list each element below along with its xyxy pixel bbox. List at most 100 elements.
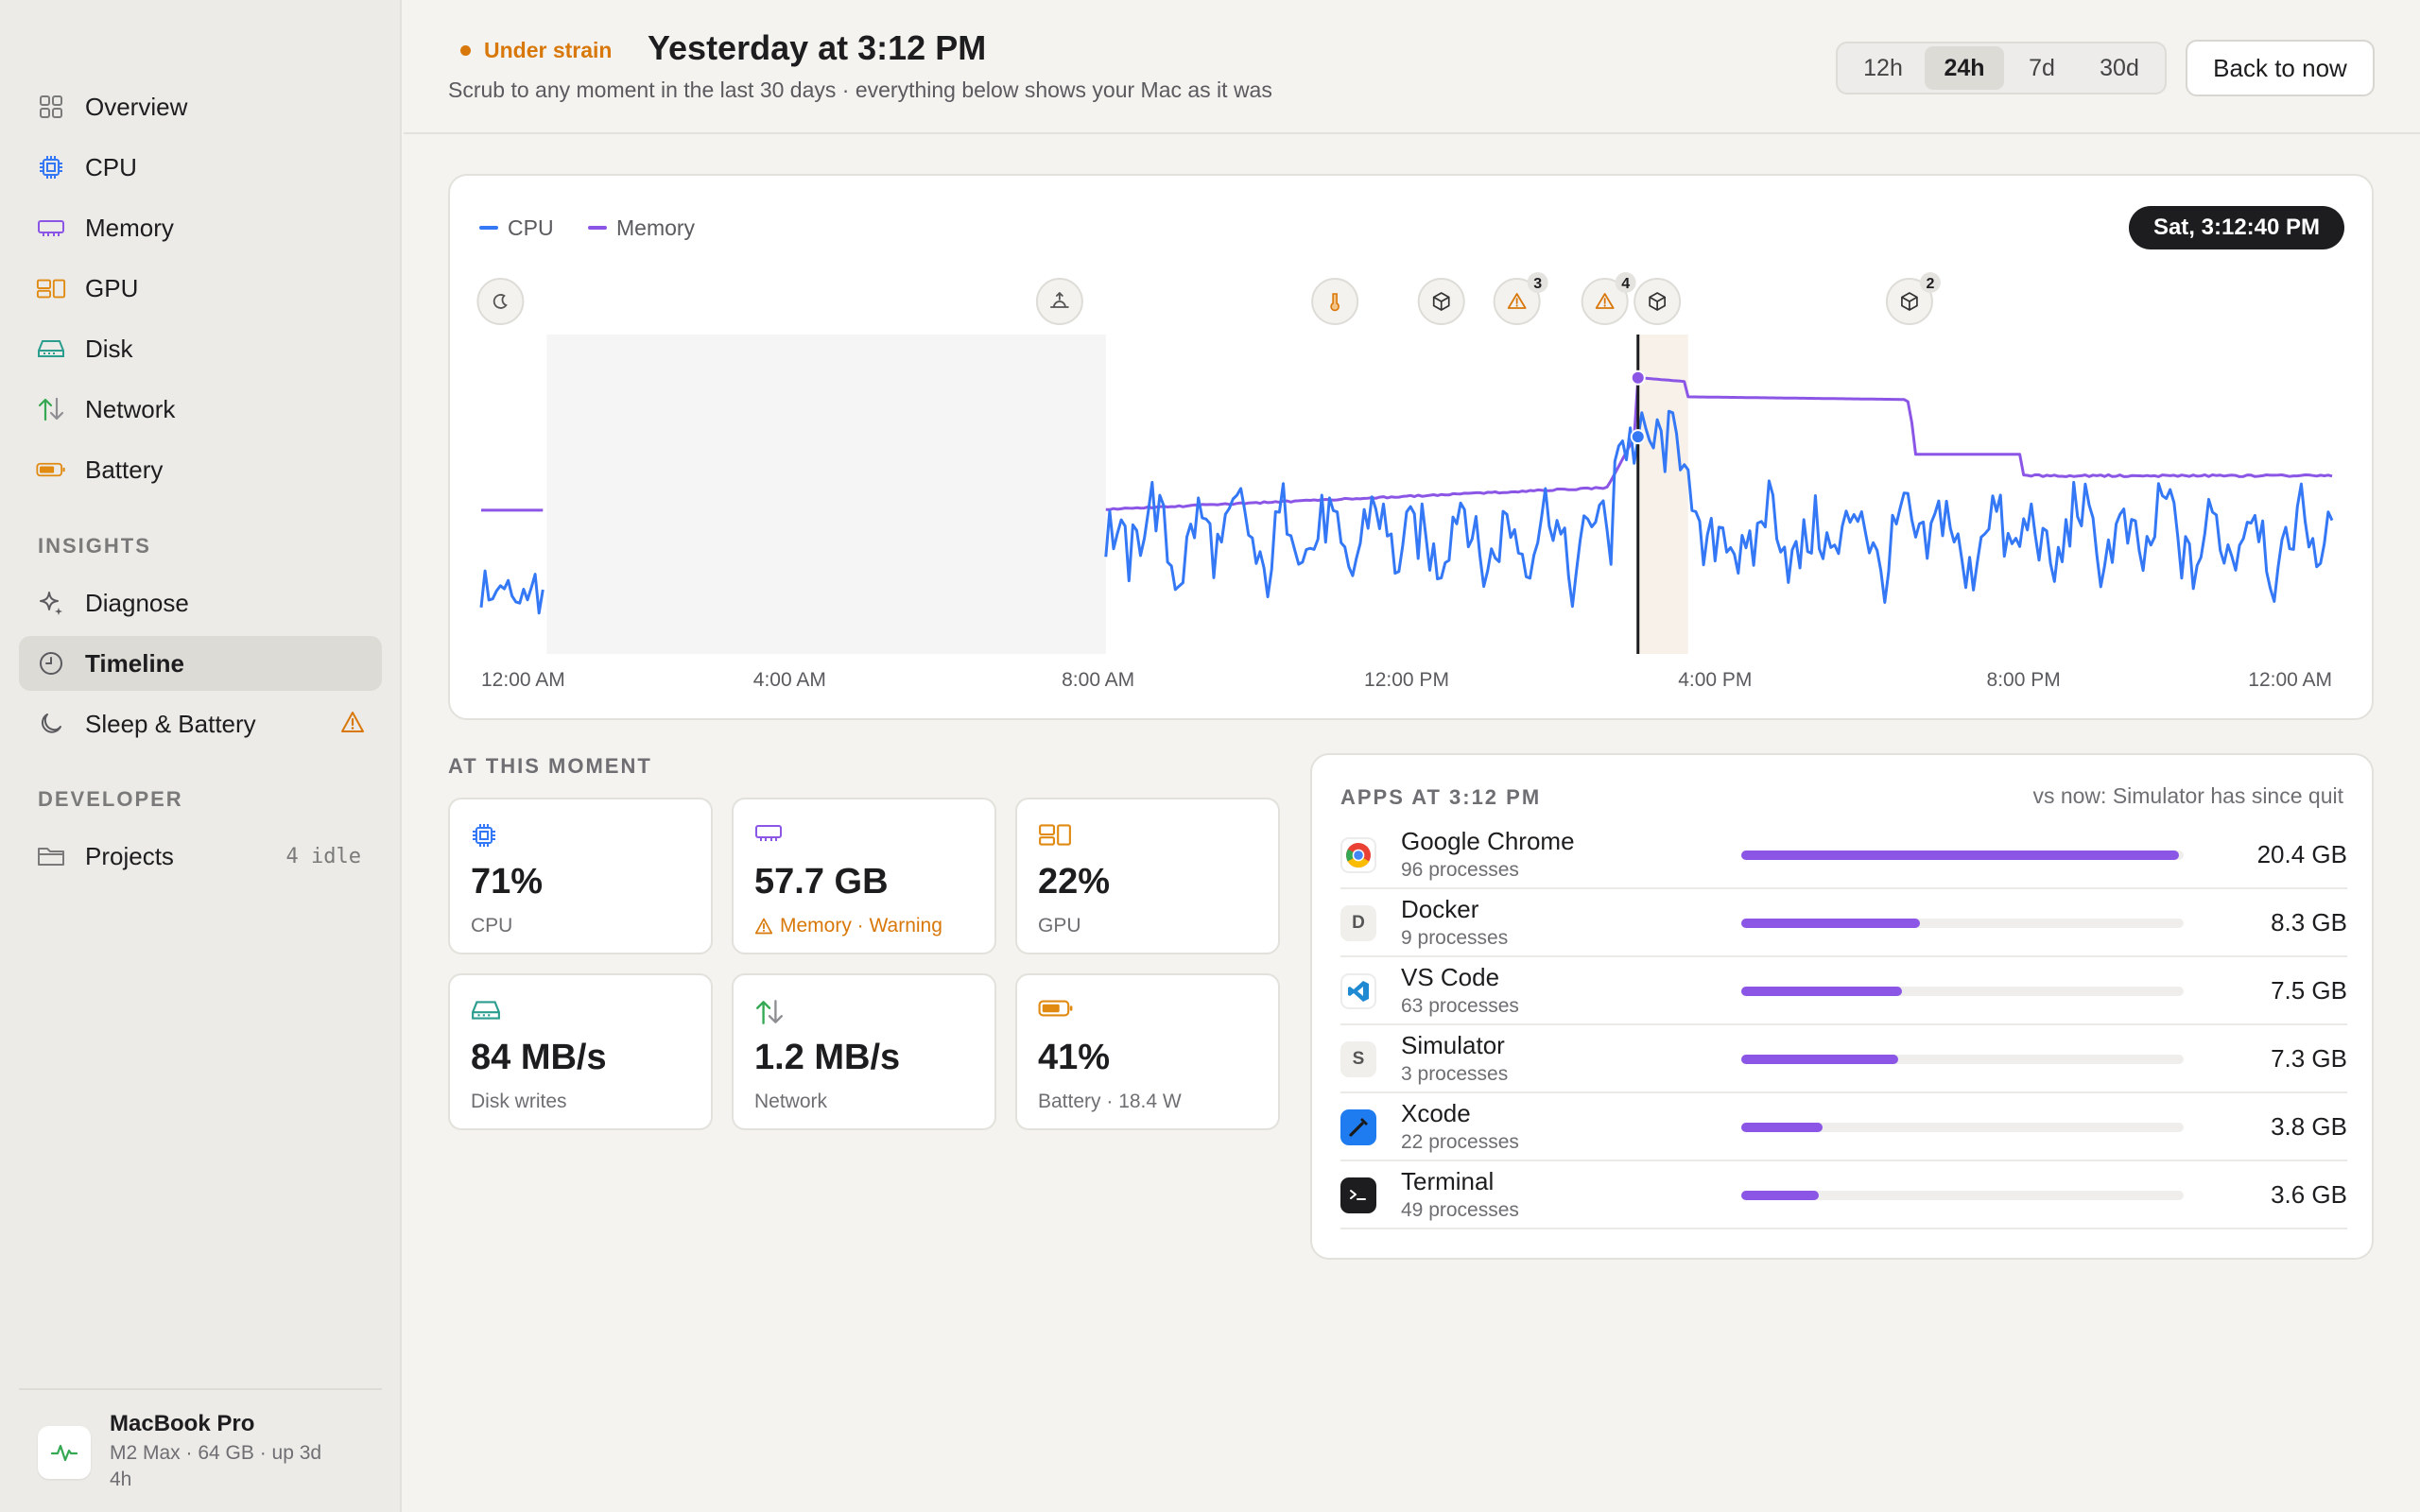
- timeline-chart-canvas[interactable]: CPU Memory 12:00 AM 4:00 AM 8:00 AM 12:00 PM 4…: [450, 176, 2376, 722]
- apps-heading: APPS AT 3:12 PM: [1340, 785, 1542, 809]
- sidebar-item-label: Timeline: [85, 648, 185, 678]
- wake-sunrise-event-marker[interactable]: [1035, 278, 1083, 325]
- projects-idle-count: 4 idle: [285, 844, 361, 868]
- app-row-terminal[interactable]: Terminal 49 processes 3.6 GB: [1340, 1161, 2347, 1229]
- warning-event-marker[interactable]: 4: [1581, 272, 1636, 325]
- app-memory-bar: [1741, 1123, 2184, 1132]
- metric-card-gpu[interactable]: 22% GPU: [1015, 798, 1280, 954]
- app-name: Simulator: [1401, 1031, 1505, 1059]
- x-axis-tick-label: 4:00 PM: [1678, 669, 1752, 691]
- vscode-icon: [1340, 973, 1376, 1009]
- sidebar-item-label: Diagnose: [85, 588, 189, 617]
- range-7d[interactable]: 7d: [2029, 54, 2055, 81]
- metric-value: 71%: [471, 862, 544, 902]
- x-axis-tick-label: 8:00 PM: [1987, 669, 2061, 691]
- device-name: MacBook Pro: [110, 1411, 255, 1436]
- sidebar-item-timeline[interactable]: Timeline: [19, 636, 382, 691]
- network-arrows-icon: [754, 998, 783, 1026]
- sidebar-item-memory[interactable]: Memory: [19, 200, 382, 255]
- time-range-selector: 12h 24h 7d 30d: [1836, 42, 2167, 94]
- event-count-text: 3: [1533, 276, 1542, 292]
- apps-compare-note: vs now: Simulator has since quit: [2032, 783, 2343, 808]
- package-event-marker[interactable]: [1417, 278, 1465, 325]
- status-text: Under strain: [484, 38, 613, 62]
- range-30d[interactable]: 30d: [2100, 54, 2139, 81]
- xcode-icon: [1340, 1109, 1376, 1145]
- sidebar-item-projects[interactable]: Projects 4 idle: [19, 829, 382, 884]
- chrome-icon: [1340, 837, 1376, 873]
- app-row-vscode[interactable]: VS Code 63 processes 7.5 GB: [1340, 957, 2347, 1025]
- app-memory-bar-fill: [1741, 987, 1903, 996]
- sidebar-item-network[interactable]: Network: [19, 382, 382, 437]
- sidebar-item-label: Overview: [85, 92, 188, 121]
- metric-card-network[interactable]: 1.2 MB/s Network: [732, 973, 996, 1130]
- sidebar-item-disk[interactable]: Disk: [19, 321, 382, 376]
- app-memory-size: 8.3 GB: [2271, 908, 2347, 936]
- timeline-chart[interactable]: CPU Memory 12:00 AM 4:00 AM 8:00 AM 12:00 PM 4…: [448, 174, 2374, 720]
- sidebar-item-label: Sleep & Battery: [85, 709, 256, 738]
- metric-card-memory[interactable]: 57.7 GB Memory · Warning: [732, 798, 996, 954]
- overview-grid-icon: [36, 93, 66, 121]
- app-memory-size: 7.5 GB: [2271, 976, 2347, 1005]
- sidebar-item-sleep-battery[interactable]: Sleep & Battery: [19, 696, 382, 751]
- app-memory-size: 3.8 GB: [2271, 1112, 2347, 1141]
- warning-event-marker[interactable]: 3: [1493, 272, 1548, 325]
- sidebar-item-battery[interactable]: Battery: [19, 442, 382, 497]
- event-count-text: 4: [1621, 276, 1630, 292]
- app-row-chrome[interactable]: Google Chrome 96 processes 20.4 GB: [1340, 821, 2347, 889]
- sidebar-item-overview[interactable]: Overview: [19, 79, 382, 134]
- selection-highlight: [1637, 335, 1688, 654]
- app-process-count: 3 processes: [1401, 1063, 1509, 1085]
- sidebar-item-label: Disk: [85, 334, 133, 363]
- event-count-badge: [1615, 272, 1636, 293]
- app-process-count: 9 processes: [1401, 927, 1509, 949]
- thermal-event-marker[interactable]: [1311, 278, 1359, 325]
- metric-card-battery[interactable]: 41% Battery · 18.4 W: [1015, 973, 1280, 1130]
- sidebar-item-gpu[interactable]: GPU: [19, 261, 382, 316]
- app-row-simulator[interactable]: S Simulator 3 processes 7.3 GB: [1340, 1025, 2347, 1093]
- app-name: Xcode: [1401, 1099, 1471, 1127]
- cpu-chip-icon: [36, 153, 66, 181]
- legend-label: CPU: [508, 215, 554, 240]
- sidebar-item-diagnose[interactable]: Diagnose: [19, 576, 382, 630]
- cursor-cpu-dot: [1630, 429, 1646, 445]
- sleep-moon-event-marker[interactable]: [476, 278, 525, 325]
- page-title: Yesterday at 3:12 PM: [648, 28, 987, 67]
- insights-heading: INSIGHTS: [38, 534, 151, 558]
- sidebar-item-label: Network: [85, 394, 176, 423]
- x-axis-tick-label: 12:00 AM: [481, 669, 565, 691]
- sidebar-item-label: Projects: [85, 841, 174, 870]
- metric-value: 84 MB/s: [471, 1038, 607, 1077]
- wake-sunrise-icon: [1049, 292, 1069, 308]
- app-name: Google Chrome: [1401, 827, 1575, 855]
- metric-value: 41%: [1038, 1038, 1111, 1077]
- package-event-marker[interactable]: [1634, 278, 1682, 325]
- app-memory-bar-fill: [1741, 1191, 1819, 1200]
- metric-label: Network: [754, 1091, 828, 1112]
- sidebar-item-label: GPU: [85, 273, 139, 302]
- x-axis-tick-label: 12:00 AM: [2248, 669, 2332, 691]
- app-memory-size: 7.3 GB: [2271, 1044, 2347, 1073]
- metric-card-cpu[interactable]: 71% CPU: [448, 798, 713, 954]
- back-to-now-button[interactable]: Back to now: [2186, 40, 2375, 96]
- metric-card-disk[interactable]: 84 MB/s Disk writes: [448, 973, 713, 1130]
- range-24h[interactable]: 24h: [1925, 46, 2004, 90]
- metric-label: GPU: [1038, 915, 1081, 936]
- disk-drive-icon: [36, 335, 66, 363]
- metric-value: 1.2 MB/s: [754, 1038, 901, 1077]
- at-this-moment-heading: AT THIS MOMENT: [448, 754, 652, 778]
- device-summary[interactable]: MacBook Pro M2 Max · 64 GB · up 3d 4h: [19, 1388, 382, 1497]
- sidebar-item-cpu[interactable]: CPU: [19, 140, 382, 195]
- device-spec: M2 Max · 64 GB · up 3d 4h: [110, 1442, 322, 1490]
- app-memory-size: 3.6 GB: [2271, 1180, 2347, 1209]
- range-12h[interactable]: 12h: [1863, 54, 1903, 81]
- package-event-marker[interactable]: 2: [1885, 272, 1941, 325]
- app-row-xcode[interactable]: Xcode 22 processes 3.8 GB: [1340, 1093, 2347, 1161]
- app-row-docker[interactable]: D Docker 9 processes 8.3 GB: [1340, 889, 2347, 957]
- sidebar-item-label: CPU: [85, 152, 137, 181]
- apps-at-moment-card: APPS AT 3:12 PM vs now: Simulator has si…: [1310, 753, 2374, 1260]
- clock-icon: [36, 649, 66, 678]
- warning-icon: [1507, 293, 1527, 309]
- metric-label: Disk writes: [471, 1091, 567, 1112]
- pulse-icon: [38, 1426, 91, 1479]
